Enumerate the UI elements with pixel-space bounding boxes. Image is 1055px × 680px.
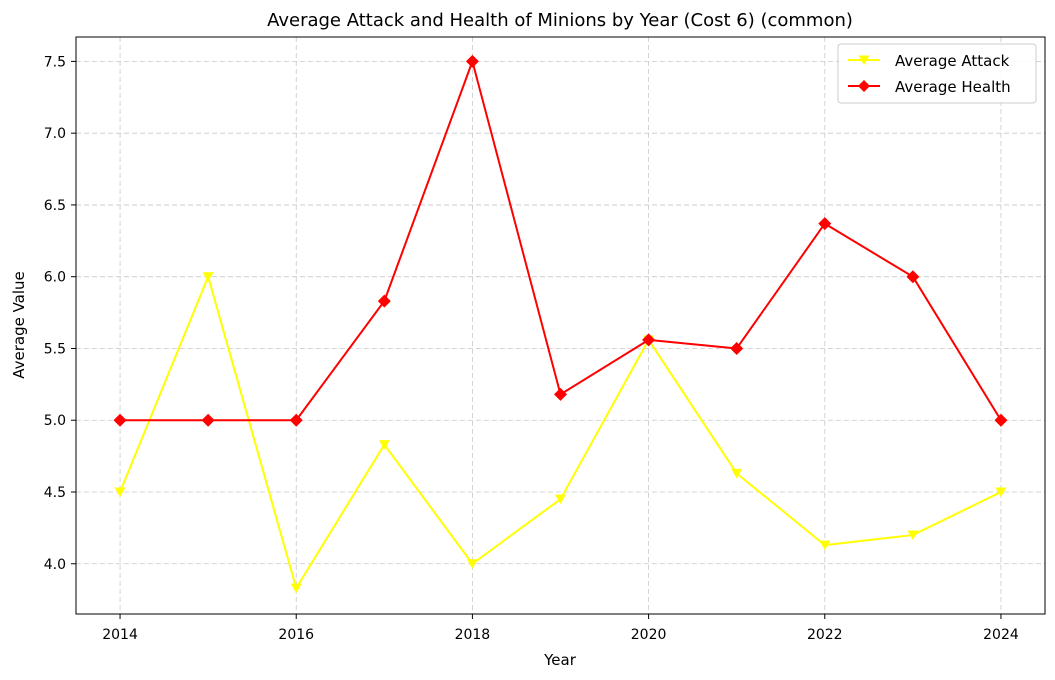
chart-title: Average Attack and Health of Minions by … [267, 10, 853, 31]
data-point-attack [202, 272, 214, 282]
y-tick-label: 7.0 [44, 126, 66, 142]
x-tick-label: 2018 [455, 627, 491, 643]
x-axis-label: Year [543, 651, 577, 669]
data-point-attack [731, 468, 743, 479]
data-point-health [201, 413, 215, 427]
y-axis-label: Average Value [10, 271, 28, 379]
data-point-health [906, 270, 920, 284]
legend-marker-attack [858, 55, 870, 65]
data-point-health [465, 54, 479, 68]
y-tick-label: 5.0 [44, 413, 66, 429]
y-tick-label: 7.5 [44, 54, 66, 70]
x-tick-label: 2022 [807, 627, 843, 643]
x-axis-ticks: 2014 2016 2018 2020 2022 2024 [102, 614, 1019, 643]
plot-frame [75, 36, 1046, 615]
grid [76, 37, 1045, 614]
y-tick-label: 4.5 [44, 485, 66, 501]
x-tick-label: 2020 [631, 627, 667, 643]
series-group [113, 54, 1008, 594]
data-point-health [113, 413, 127, 427]
y-tick-label: 4.0 [44, 557, 66, 573]
data-point-health [554, 387, 567, 401]
data-point-health [377, 294, 391, 308]
legend-label-health: Average Health [895, 78, 1011, 96]
series-line-health [120, 60, 1002, 422]
x-tick-label: 2024 [983, 627, 1019, 643]
data-point-attack [995, 487, 1007, 497]
y-tick-label: 6.5 [44, 198, 66, 214]
data-point-attack [819, 540, 831, 551]
data-point-attack [290, 583, 302, 594]
legend: Average Attack Average Health [837, 43, 1037, 104]
x-tick-label: 2016 [278, 627, 314, 643]
x-tick-label: 2014 [102, 627, 138, 643]
y-tick-label: 6.0 [44, 270, 66, 286]
data-point-attack [555, 494, 566, 505]
data-point-health [642, 333, 656, 347]
data-point-health [289, 413, 303, 427]
y-axis-ticks: 4.0 4.5 5.0 5.5 6.0 6.5 7.0 7.5 [44, 54, 76, 573]
legend-marker-health [858, 80, 870, 92]
data-point-attack [466, 559, 478, 569]
data-point-attack [907, 530, 919, 541]
data-point-health [818, 217, 832, 231]
y-tick-label: 5.5 [44, 341, 66, 357]
data-point-health [994, 413, 1008, 427]
data-point-attack [114, 487, 126, 497]
series-line-attack [119, 275, 1002, 590]
data-point-attack [378, 440, 390, 450]
legend-box [837, 43, 1037, 104]
data-point-health [730, 341, 744, 355]
legend-label-attack: Average Attack [895, 52, 1010, 70]
